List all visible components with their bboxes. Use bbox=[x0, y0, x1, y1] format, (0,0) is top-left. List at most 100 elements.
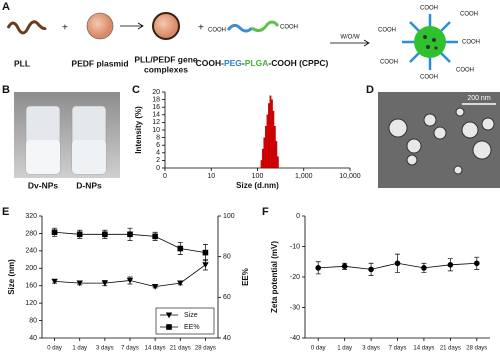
axis bbox=[164, 92, 350, 169]
marker bbox=[177, 280, 184, 287]
scheme-label: complexes bbox=[144, 64, 188, 74]
x-tick-label: 100 bbox=[252, 173, 264, 180]
marker bbox=[394, 260, 401, 267]
cooh: COOH bbox=[208, 28, 226, 34]
y-tick-label: 240 bbox=[25, 248, 37, 255]
y-tick-label: 6 bbox=[156, 142, 160, 149]
y-tick-label: 0 bbox=[156, 165, 160, 172]
scheme-label: COOH-PEG-PLGA-COOH (CPPC) bbox=[196, 58, 329, 68]
plasmid bbox=[86, 12, 114, 40]
y-tick-label: 14 bbox=[152, 112, 160, 119]
x-axis-label: Size (d.nm) bbox=[236, 181, 279, 190]
scale-bar-label: 200 nm bbox=[467, 95, 491, 102]
y-tick-label: 16 bbox=[152, 104, 160, 111]
y-tick-label: 12 bbox=[152, 119, 160, 126]
panel-label: A bbox=[2, 1, 10, 13]
vial-liquid bbox=[26, 140, 60, 174]
y-tick-label: -40 bbox=[290, 335, 300, 342]
plus: + bbox=[198, 23, 204, 34]
bar bbox=[269, 95, 272, 169]
y2-axis-label: EE% bbox=[241, 268, 250, 286]
y-tick-label: 120 bbox=[25, 300, 37, 307]
cooh: COOH bbox=[420, 6, 438, 12]
cppc-part: PEG bbox=[224, 58, 242, 68]
plus: + bbox=[62, 23, 68, 34]
arrow bbox=[120, 22, 144, 30]
tem-particles bbox=[388, 107, 495, 175]
cooh: COOH bbox=[456, 68, 474, 74]
marker bbox=[76, 280, 83, 287]
marker bbox=[151, 284, 159, 290]
y-tick-label: -20 bbox=[290, 274, 300, 281]
marker bbox=[51, 278, 58, 285]
bar bbox=[260, 160, 263, 169]
x-tick-label: 3 days bbox=[96, 346, 114, 352]
tem-image bbox=[378, 92, 500, 188]
y-tick-label: 160 bbox=[25, 283, 37, 290]
marker bbox=[127, 231, 133, 238]
y-axis-label: Size (nm) bbox=[7, 259, 16, 295]
x-tick-label: 14 days bbox=[413, 346, 434, 352]
y-tick-label: 8 bbox=[156, 134, 160, 141]
x-tick-label: 10,000 bbox=[339, 173, 361, 180]
marker bbox=[177, 245, 184, 252]
x-tick-label: 10 bbox=[207, 173, 215, 180]
bar bbox=[273, 126, 276, 169]
x-tick-label: 1,000 bbox=[295, 173, 313, 180]
marker bbox=[152, 233, 158, 240]
legend-label: EE% bbox=[184, 324, 200, 331]
complex bbox=[152, 12, 180, 40]
x-tick-label: 21 days bbox=[440, 346, 461, 352]
x-tick-label: 0 bbox=[163, 173, 167, 180]
x-tick-label: 28 days bbox=[466, 346, 487, 352]
panel-label: D bbox=[366, 84, 374, 96]
bar bbox=[275, 141, 278, 169]
marker bbox=[126, 277, 134, 284]
scheme-label: PLL bbox=[14, 58, 30, 68]
x-tick-label: 28 days bbox=[195, 346, 216, 352]
bar bbox=[271, 99, 273, 169]
marker bbox=[202, 262, 209, 268]
legend-box bbox=[155, 307, 215, 335]
panel-label: C bbox=[132, 84, 140, 96]
bar bbox=[263, 137, 266, 169]
cppc-part: COOH- bbox=[196, 58, 225, 68]
marker bbox=[368, 266, 374, 273]
x-tick-label: 1 day bbox=[337, 346, 352, 352]
peg-chain bbox=[226, 23, 254, 33]
vial-liquid bbox=[72, 140, 106, 174]
marker bbox=[76, 231, 83, 238]
y-tick-label: 4 bbox=[156, 150, 160, 157]
y-tick-label: 200 bbox=[25, 265, 37, 272]
bar bbox=[276, 156, 279, 169]
bar bbox=[268, 103, 270, 169]
cooh: COOH bbox=[420, 75, 438, 81]
marker bbox=[202, 249, 209, 256]
y-tick-label: -30 bbox=[290, 304, 300, 311]
marker bbox=[421, 265, 427, 271]
x-tick-label: 3 days bbox=[362, 346, 380, 352]
plga-chain bbox=[251, 20, 280, 33]
y-tick-label: 2 bbox=[156, 157, 160, 164]
bar bbox=[265, 126, 267, 169]
marker bbox=[165, 312, 173, 319]
bar bbox=[261, 148, 264, 169]
bar bbox=[266, 114, 269, 169]
x-tick-label: 21 days bbox=[170, 346, 191, 352]
x-tick-label: 0 day bbox=[47, 346, 62, 352]
marker bbox=[315, 265, 322, 271]
y-tick-label: 18 bbox=[152, 96, 160, 103]
cooh: COOH bbox=[462, 40, 480, 46]
y-tick-label: -10 bbox=[290, 243, 300, 250]
cooh: COOH bbox=[280, 25, 298, 31]
y-tick-label: 20 bbox=[152, 89, 160, 96]
marker bbox=[341, 263, 348, 270]
arrow bbox=[330, 39, 370, 47]
y-tick-label: 280 bbox=[25, 230, 37, 237]
y-tick-label: 80 bbox=[223, 254, 231, 261]
marker bbox=[102, 231, 108, 238]
y-tick-label: 100 bbox=[223, 213, 235, 220]
x-tick-label: 1 day bbox=[72, 346, 87, 352]
y-axis-label: Zeta potential (mV) bbox=[270, 241, 279, 313]
panel-label: F bbox=[262, 206, 269, 218]
